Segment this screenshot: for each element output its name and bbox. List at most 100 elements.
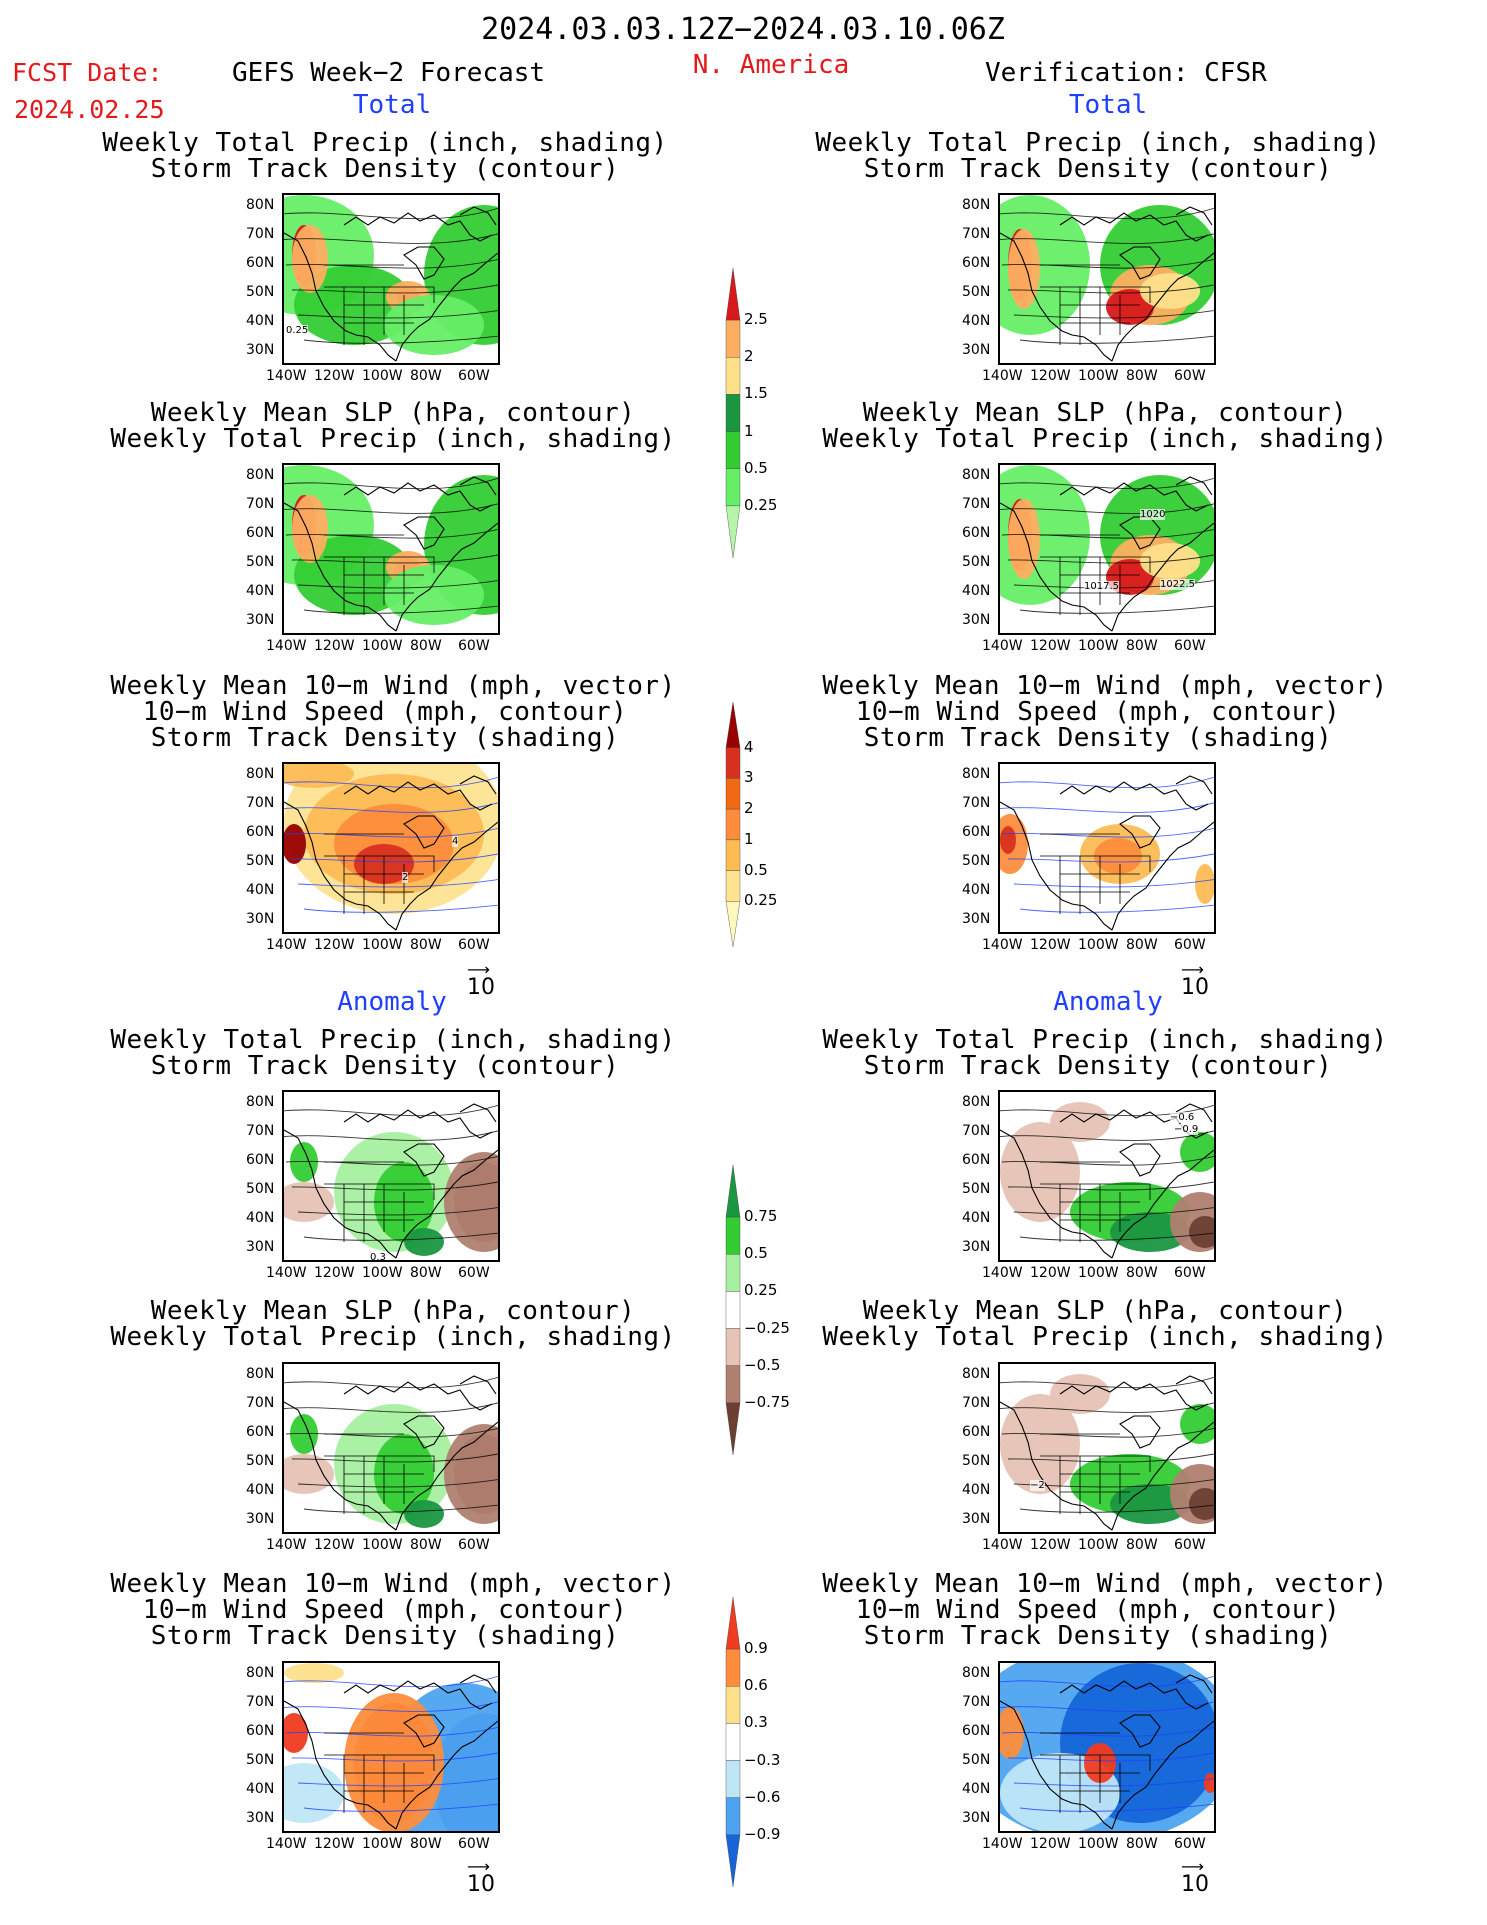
lat-tick-label: 50N <box>962 554 991 570</box>
lon-tick-label: 60W <box>1174 1265 1206 1281</box>
lat-tick-label: 30N <box>246 342 275 358</box>
lon-tick-label: 80W <box>410 638 442 654</box>
colorbar-label: 2 <box>744 799 754 818</box>
coastline <box>1000 476 1214 632</box>
lat-tick-label: 50N <box>246 554 275 570</box>
contour-value-label: 1017.5 <box>1084 581 1119 592</box>
lat-tick-label: 60N <box>962 1152 991 1168</box>
colorbar-segment <box>725 778 741 810</box>
lat-tick-label: 30N <box>246 612 275 628</box>
coastline <box>1000 775 1214 931</box>
contour-value-label: −0.9 <box>1174 1124 1199 1135</box>
lat-tick-label: 40N <box>246 882 275 898</box>
colorbar-segment <box>725 1216 741 1255</box>
contour-line <box>1007 1752 1214 1762</box>
p2-left-title-2: Weekly Total Precip (inch, shading) <box>110 424 676 454</box>
lat-tick-label: 60N <box>246 525 275 541</box>
lat-tick-label: 80N <box>246 467 275 483</box>
lat-tick-label: 80N <box>962 1665 991 1681</box>
map-p2-left <box>282 463 500 635</box>
contour-line <box>1019 605 1214 614</box>
lon-tick-label: 100W <box>362 1836 403 1852</box>
colorbar-segment <box>725 468 741 507</box>
lat-tick-label: 70N <box>962 1395 991 1411</box>
contour-line <box>291 284 498 294</box>
lat-tick-label: 60N <box>962 255 991 271</box>
colorbar-segment <box>725 808 741 841</box>
map-canvas <box>284 764 498 931</box>
colorbar-label: 0.9 <box>744 1639 768 1658</box>
lat-tick-label: 70N <box>246 226 275 242</box>
contour-value-label: 0.25 <box>286 325 309 336</box>
shade-region <box>444 1424 498 1524</box>
colorbar-segment <box>725 319 741 358</box>
lat-tick-label: 70N <box>962 496 991 512</box>
lat-tick-label: 30N <box>962 1511 991 1527</box>
contour-line <box>1013 1778 1214 1787</box>
lon-tick-label: 120W <box>1030 937 1071 953</box>
state-borders <box>1040 833 1151 914</box>
colorbar-segment <box>725 1723 741 1761</box>
lat-tick-label: 60N <box>246 1152 275 1168</box>
lat-tick-label: 70N <box>962 1123 991 1139</box>
forecast-title: GEFS Week−2 Forecast <box>232 58 546 88</box>
lat-tick-label: 80N <box>962 197 991 213</box>
lat-tick-label: 80N <box>246 197 275 213</box>
lat-tick-label: 60N <box>962 1723 991 1739</box>
lon-tick-label: 60W <box>1174 638 1206 654</box>
state-borders <box>1040 264 1151 345</box>
shade-region <box>1180 1132 1214 1172</box>
colorbar-label: 0.5 <box>744 860 768 879</box>
p3-left-title-1: Weekly Mean 10−m Wind (mph, vector) <box>110 671 676 701</box>
contour-line <box>297 1479 498 1488</box>
colorbar-segment <box>725 901 741 948</box>
colorbar-segment <box>725 839 741 871</box>
coastline <box>1000 206 1214 362</box>
lat-tick-label: 40N <box>246 1482 275 1498</box>
map-canvas <box>1000 195 1214 362</box>
lat-tick-label: 60N <box>246 824 275 840</box>
colorbar-label: 0.3 <box>744 1713 768 1732</box>
lat-tick-label: 40N <box>962 1210 991 1226</box>
contour-line <box>284 207 498 220</box>
p6-right-title-3: Storm Track Density (shading) <box>863 1621 1333 1651</box>
contour-line <box>1019 1803 1214 1812</box>
lat-tick-label: 70N <box>962 795 991 811</box>
contour-value-label: 2 <box>402 872 409 883</box>
contour-value-label: −2 <box>1030 1480 1045 1491</box>
region-title: N. America <box>692 50 850 80</box>
p2-right-title-2: Weekly Total Precip (inch, shading) <box>822 424 1388 454</box>
colorbar-segment <box>725 1254 741 1292</box>
lat-tick-label: 40N <box>962 313 991 329</box>
date-range-title: 2024.03.03.12Z−2024.03.10.06Z <box>481 12 1005 47</box>
colorbar-svg <box>725 1596 741 1888</box>
coastline <box>284 1375 498 1531</box>
lon-tick-label: 80W <box>410 1265 442 1281</box>
contour-value-label: 1022.5 <box>1160 579 1195 590</box>
lon-tick-label: 80W <box>410 1836 442 1852</box>
lat-tick-label: 60N <box>962 1424 991 1440</box>
p1-right-title-1: Weekly Total Precip (inch, shading) <box>815 128 1381 158</box>
lat-tick-label: 80N <box>246 766 275 782</box>
lon-tick-label: 60W <box>458 1537 490 1553</box>
lat-tick-label: 80N <box>246 1665 275 1681</box>
colorbar-segment <box>725 1834 741 1888</box>
colorbar-segment <box>725 1648 741 1687</box>
lon-tick-label: 140W <box>982 368 1023 384</box>
lon-tick-label: 60W <box>458 1836 490 1852</box>
lon-tick-label: 100W <box>1078 1537 1119 1553</box>
lon-tick-label: 100W <box>362 937 403 953</box>
colorbar-svg <box>725 267 741 559</box>
lat-tick-label: 30N <box>962 342 991 358</box>
vector-scale-value: 10 <box>467 1872 495 1897</box>
p2-right-title-1: Weekly Mean SLP (hPa, contour) <box>862 398 1348 428</box>
vector-scale-value: 10 <box>1181 1872 1209 1897</box>
shade-region <box>1180 1404 1214 1444</box>
map-canvas <box>1000 1102 1214 1259</box>
coastline <box>284 1674 498 1830</box>
lat-tick-label: 70N <box>246 1123 275 1139</box>
contour-line <box>1007 1453 1214 1463</box>
contour-line <box>284 1376 498 1389</box>
state-borders <box>324 1433 435 1514</box>
lat-tick-label: 30N <box>246 1511 275 1527</box>
